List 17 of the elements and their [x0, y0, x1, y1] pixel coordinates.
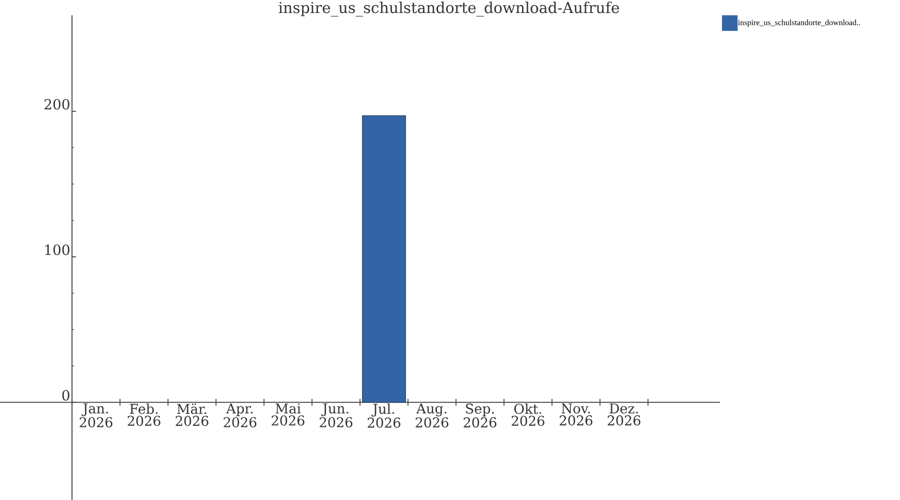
x-tick-label: Feb. 2026	[128, 403, 160, 426]
legend-label: inspire_us_schulstandorte_download..	[738, 20, 860, 27]
x-tick-label: Jul. 2026	[368, 403, 400, 428]
x-tick-label: Nov. 2026	[560, 403, 592, 426]
x-tick-label: Apr. 2026	[224, 403, 256, 428]
y-tick-label: 100	[45, 244, 70, 256]
x-tick-label: Jan. 2026	[80, 403, 112, 428]
x-tick-label: Mai 2026	[272, 403, 304, 426]
y-tick-label: 0	[62, 390, 70, 401]
x-tick-label: Mär. 2026	[176, 403, 208, 426]
chart-title: inspire_us_schulstandorte_download-Aufrufe	[278, 2, 620, 17]
x-tick-label: Okt. 2026	[512, 403, 544, 426]
x-tick-label: Jun. 2026	[320, 403, 352, 428]
x-tick-label: Dez. 2026	[608, 403, 640, 426]
x-tick-label: Aug. 2026	[416, 403, 448, 428]
y-tick-label: 200	[44, 98, 70, 110]
x-tick-label: Sep. 2026	[464, 403, 496, 428]
